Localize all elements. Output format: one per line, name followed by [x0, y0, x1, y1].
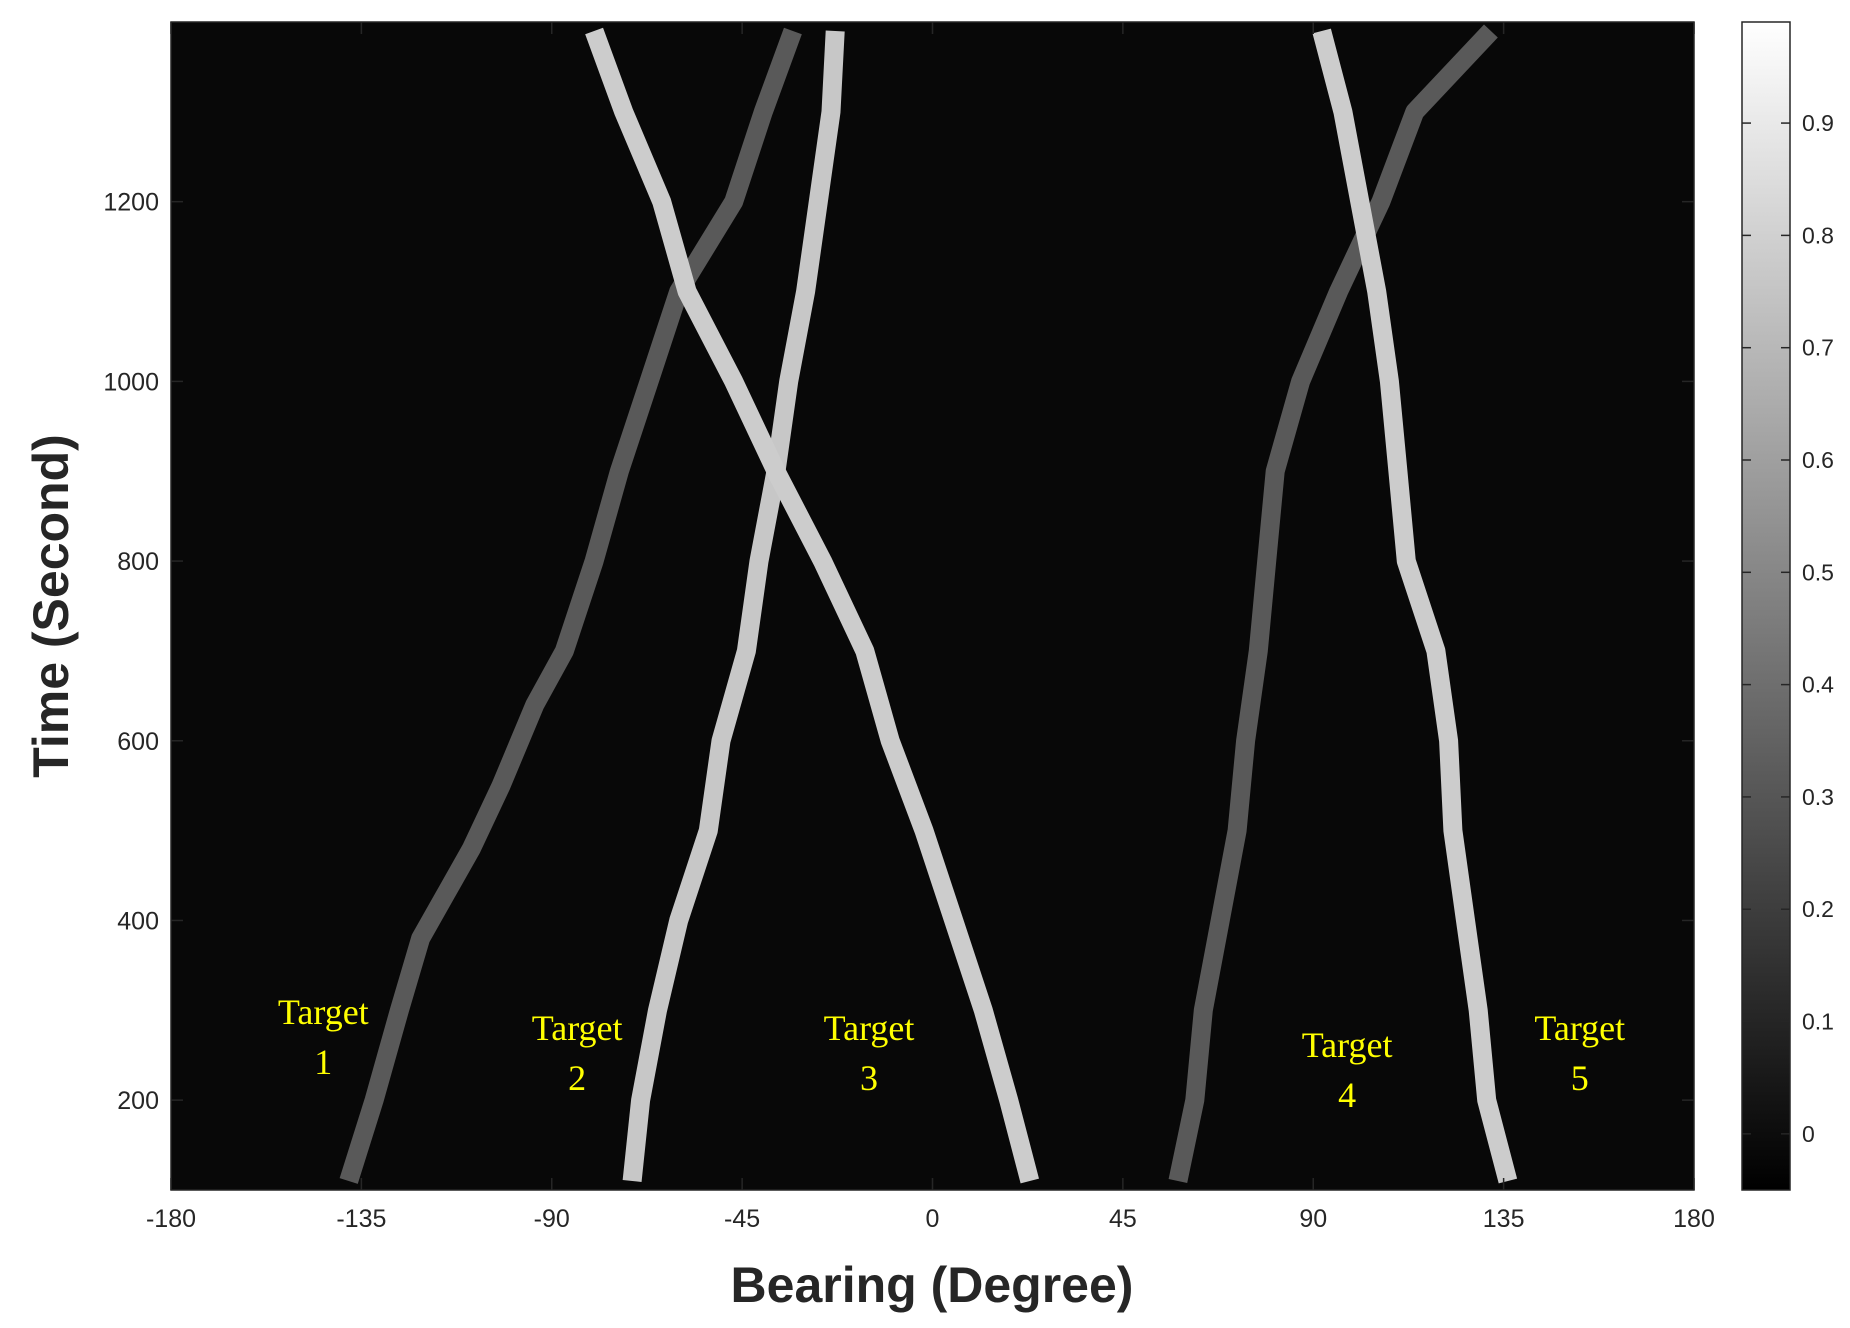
target-1-number: 1 — [314, 1042, 332, 1082]
track-3 — [585, 27, 1039, 1184]
plot-area — [171, 22, 1694, 1190]
colorbar-tick-label: 0.2 — [1802, 896, 1834, 922]
colorbar-tick-label: 0.1 — [1802, 1009, 1834, 1035]
colorbar-tick-label: 0.7 — [1802, 335, 1834, 361]
x-tick-label: -135 — [336, 1205, 386, 1233]
x-tick-label: 135 — [1483, 1205, 1525, 1233]
colorbar-tick-label: 0.3 — [1802, 784, 1834, 810]
target-3-label: Target — [824, 1008, 915, 1048]
track-1 — [339, 27, 802, 1184]
colorbar-tick-label: 0.6 — [1802, 447, 1834, 473]
track-5 — [1312, 28, 1518, 1184]
colorbar-tick-label: 0 — [1802, 1121, 1815, 1147]
target-4-number: 4 — [1338, 1075, 1356, 1115]
colorbar-tick-label: 0.9 — [1802, 110, 1834, 136]
y-axis: 200 400 600 800 1000 1200 — [103, 189, 1694, 1115]
colorbar-tick-label: 0.5 — [1802, 559, 1834, 585]
colorbar-ticks: 0 0.1 0.2 0.3 0.4 0.5 0.6 0.7 0.8 0.9 — [1742, 110, 1834, 1147]
x-axis: -180 -135 -90 -45 0 45 90 135 180 — [146, 22, 1715, 1233]
target-annotations: Target 1 Target 2 Target 3 Target 4 Target 5 — [278, 992, 1625, 1115]
target-5-label: Target — [1534, 1008, 1625, 1048]
colorbar — [1741, 21, 1791, 1191]
x-tick-label: -90 — [534, 1205, 570, 1233]
x-tick-label: 45 — [1109, 1205, 1137, 1233]
target-2-number: 2 — [568, 1058, 586, 1098]
y-tick-label: 600 — [117, 728, 159, 756]
x-tick-label: 180 — [1673, 1205, 1715, 1233]
target-4-label: Target — [1302, 1025, 1393, 1065]
x-tick-label: 0 — [926, 1205, 940, 1233]
x-tick-label: -45 — [724, 1205, 760, 1233]
track-2 — [622, 30, 845, 1182]
y-axis-title: Time (Second) — [23, 434, 79, 778]
target-2-label: Target — [532, 1008, 623, 1048]
target-5-number: 5 — [1571, 1058, 1589, 1098]
colorbar-tick-label: 0.4 — [1802, 672, 1834, 698]
track-4 — [1168, 24, 1498, 1183]
y-tick-label: 1000 — [103, 368, 159, 396]
y-tick-label: 200 — [117, 1087, 159, 1115]
x-axis-title: Bearing (Degree) — [731, 1257, 1134, 1313]
x-tick-label: 90 — [1299, 1205, 1327, 1233]
track-lines — [339, 24, 1518, 1184]
target-1-label: Target — [278, 992, 369, 1032]
y-tick-label: 400 — [117, 907, 159, 935]
y-tick-label: 1200 — [103, 189, 159, 217]
y-tick-label: 800 — [117, 548, 159, 576]
x-tick-label: -180 — [146, 1205, 196, 1233]
target-3-number: 3 — [860, 1058, 878, 1098]
colorbar-tick-label: 0.8 — [1802, 222, 1834, 248]
